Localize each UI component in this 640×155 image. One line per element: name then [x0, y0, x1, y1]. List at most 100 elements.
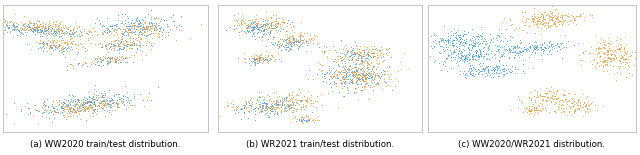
- Point: [548, 45, 558, 47]
- Point: [443, 55, 453, 57]
- Point: [361, 53, 371, 56]
- Point: [364, 68, 374, 70]
- Point: [35, 33, 45, 35]
- Point: [48, 49, 58, 51]
- Point: [546, 44, 556, 47]
- Point: [8, 25, 18, 27]
- Point: [282, 42, 292, 45]
- Point: [259, 108, 269, 111]
- Point: [242, 30, 252, 33]
- Point: [53, 45, 63, 48]
- Point: [541, 91, 551, 94]
- Point: [312, 119, 322, 121]
- Point: [282, 22, 292, 24]
- Point: [140, 16, 150, 19]
- Point: [98, 96, 108, 98]
- Point: [614, 48, 624, 51]
- Point: [135, 30, 145, 33]
- Point: [351, 82, 361, 84]
- Point: [509, 51, 519, 53]
- Point: [13, 28, 24, 31]
- Point: [46, 44, 56, 46]
- Point: [541, 108, 551, 111]
- Point: [66, 109, 76, 112]
- Point: [486, 50, 496, 52]
- Point: [266, 16, 276, 18]
- Point: [530, 46, 540, 48]
- Point: [118, 58, 128, 61]
- Point: [570, 110, 580, 112]
- Point: [470, 42, 480, 44]
- Point: [429, 60, 439, 63]
- Point: [459, 49, 469, 51]
- Point: [478, 47, 488, 49]
- Point: [241, 106, 252, 108]
- Point: [529, 16, 540, 18]
- Point: [368, 79, 378, 81]
- Point: [287, 35, 297, 37]
- Point: [57, 46, 67, 49]
- Point: [537, 95, 547, 98]
- Point: [29, 25, 39, 28]
- Point: [76, 101, 86, 104]
- Point: [68, 65, 78, 68]
- Point: [593, 48, 603, 50]
- Point: [332, 55, 342, 58]
- Point: [494, 72, 504, 75]
- Point: [302, 44, 312, 46]
- Point: [340, 74, 351, 76]
- Point: [348, 82, 358, 84]
- Point: [296, 119, 306, 122]
- Point: [145, 26, 155, 28]
- Point: [236, 30, 246, 32]
- Point: [332, 60, 342, 62]
- Point: [122, 31, 132, 33]
- Point: [461, 42, 471, 44]
- Point: [151, 29, 161, 31]
- Point: [260, 109, 271, 111]
- Point: [516, 54, 527, 56]
- Point: [339, 77, 349, 79]
- Point: [464, 43, 474, 46]
- Point: [347, 71, 357, 73]
- Point: [608, 65, 618, 67]
- Point: [122, 91, 132, 93]
- Point: [296, 119, 306, 122]
- Point: [252, 23, 262, 26]
- Point: [95, 56, 106, 58]
- Point: [365, 74, 375, 77]
- Point: [563, 92, 573, 95]
- Point: [87, 99, 97, 101]
- Point: [63, 45, 73, 48]
- Point: [526, 91, 536, 94]
- Point: [504, 68, 515, 70]
- Point: [125, 31, 135, 33]
- Point: [481, 42, 491, 45]
- Point: [288, 42, 298, 44]
- Point: [33, 29, 43, 32]
- Point: [440, 65, 450, 67]
- Point: [293, 93, 303, 96]
- Point: [369, 81, 380, 83]
- Point: [254, 55, 264, 58]
- Point: [454, 47, 464, 49]
- Point: [362, 66, 372, 69]
- Point: [84, 104, 94, 107]
- Point: [339, 60, 349, 62]
- Point: [604, 57, 614, 59]
- Point: [245, 19, 255, 21]
- Point: [247, 35, 257, 38]
- Point: [555, 16, 565, 18]
- Point: [585, 14, 595, 17]
- Point: [417, 52, 427, 54]
- Point: [244, 104, 255, 106]
- Point: [552, 89, 562, 92]
- Point: [455, 73, 465, 76]
- Point: [351, 72, 361, 75]
- Point: [383, 73, 394, 75]
- Point: [143, 13, 153, 16]
- Point: [253, 22, 263, 25]
- Point: [115, 98, 125, 101]
- Point: [59, 47, 69, 50]
- Point: [104, 33, 115, 36]
